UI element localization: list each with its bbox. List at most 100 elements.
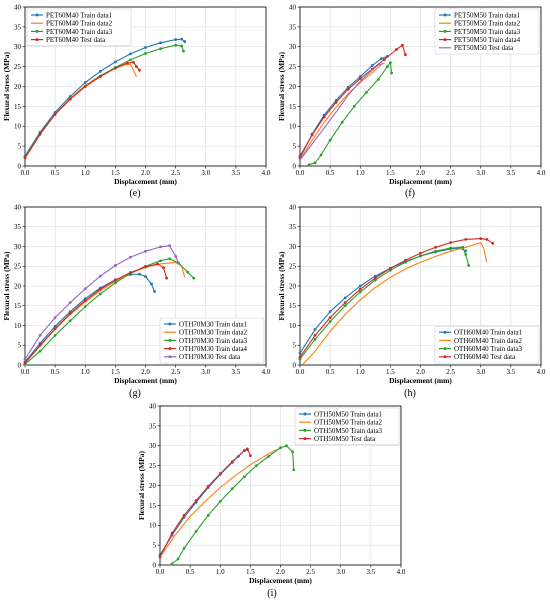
y-tick-label: 30 [289,243,297,251]
data-point [174,254,178,258]
x-tick-label: 2.5 [446,169,455,177]
panel-label: (f) [405,188,415,199]
legend-label: PET50M50 Train data4 [454,36,521,44]
data-point [144,275,147,278]
data-point [464,253,468,256]
data-point [382,58,386,61]
data-point [168,257,172,261]
data-point [168,244,172,248]
data-point [385,65,389,69]
data-point [132,60,135,64]
data-point [23,361,27,365]
data-point [138,68,141,72]
data-point [192,276,196,280]
legend-marker [443,13,447,17]
data-point [255,464,258,468]
data-point [153,290,156,293]
chart-panel: 0.0 0.5 1.0 1.5 2.0 2.5 3.0 3.5 4.0 0 5 10 15 20 25 30 3… [2,3,271,199]
legend-marker [168,322,172,326]
data-point [180,44,184,48]
y-tick-label: 35 [14,23,22,31]
y-axis-label: Flexural stress (MPa) [277,51,286,121]
data-point [313,161,317,165]
x-tick-label: 4.0 [537,368,546,376]
data-point [83,85,87,88]
y-tick-label: 10 [14,123,22,131]
x-tick-label: 2.5 [306,568,315,576]
legend-marker [168,347,172,351]
chart-panel: 0.0 0.5 1.0 1.5 2.0 2.5 3.0 3.5 4.0 0 5 10 15 20 25 30 3… [277,3,546,199]
data-point [358,75,362,78]
x-tick-label: 2.0 [416,169,425,177]
y-tick-label: 5 [18,143,22,151]
legend-marker [35,29,39,33]
y-tick-label: 15 [149,502,157,510]
y-tick-label: 35 [289,223,297,231]
data-point [343,304,347,308]
y-axis-label: Flexural stress (MPa) [277,251,286,321]
legend-marker [443,330,447,334]
data-point [343,301,347,304]
legend-marker [443,355,447,359]
y-tick-label: 40 [14,203,22,211]
data-point [328,316,332,319]
data-point [159,41,162,45]
data-point [53,324,57,328]
plot-frame [299,206,542,366]
data-point [180,37,184,41]
series-line [24,258,195,365]
y-axis-label: Flexural stress (MPa) [2,51,11,121]
panel-label: (e) [129,188,140,199]
data-point [144,249,147,253]
data-point [113,66,117,70]
legend-marker [168,338,172,342]
plot-frame [159,405,402,566]
legend-label: OTH50M50 Test data [314,435,376,443]
y-axis-label: Flexural stress (MPa) [2,251,11,321]
x-tick-label: 0.5 [326,368,335,376]
data-point [404,53,407,57]
legend-box [26,8,132,47]
data-point [218,500,222,503]
data-point [298,355,302,359]
data-point [144,46,147,49]
x-tick-label: 0.5 [51,368,60,376]
legend-marker [303,412,307,416]
data-point [291,450,294,454]
data-point [285,444,288,448]
data-point [53,327,57,331]
data-point [313,333,317,337]
data-point [38,349,42,353]
legend-marker [35,13,39,17]
data-point [183,40,187,43]
data-point [23,357,27,361]
data-point [98,75,102,78]
x-axis-label: Displacement (mm) [389,177,452,186]
x-tick-label: 1.5 [386,368,395,376]
x-tick-label: 3.0 [201,368,210,376]
y-tick-label: 40 [289,203,297,211]
y-tick-label: 10 [289,322,297,330]
data-point [310,133,314,137]
data-point [144,265,147,269]
legend-marker [35,38,39,42]
data-point [159,47,162,51]
y-tick-label: 10 [14,322,22,330]
legend-marker [443,29,447,33]
x-tick-label: 2.5 [171,169,180,177]
y-tick-label: 25 [149,462,157,470]
y-tick-label: 30 [14,43,22,51]
data-point [328,310,332,314]
legend-marker [303,428,307,432]
plot-frame [299,6,542,167]
x-tick-label: 3.0 [336,568,345,576]
x-tick-label: 4.0 [262,368,271,376]
x-tick-label: 1.0 [216,568,225,576]
y-tick-label: 15 [14,302,22,310]
x-tick-label: 0.0 [156,568,165,576]
x-tick-label: 4.0 [262,169,271,177]
data-point [98,69,102,73]
data-point [23,156,27,160]
legend-label: PET50M50 Train data2 [454,20,521,28]
legend-marker [168,355,172,359]
